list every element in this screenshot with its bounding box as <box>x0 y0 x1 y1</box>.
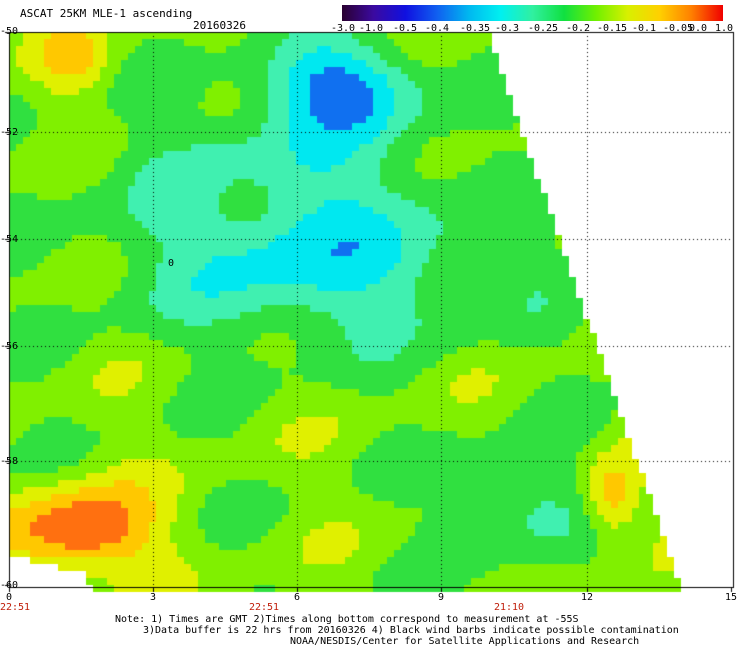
cbar-label: -0.15 <box>596 23 628 34</box>
cbar-label: -1.0 <box>358 23 384 34</box>
lat-label: -50 <box>0 26 19 37</box>
contamination-marker: 0 <box>168 258 175 269</box>
lon-label: 15 <box>724 592 738 603</box>
lat-label: -60 <box>0 580 19 591</box>
map-date: 20160326 <box>193 19 246 32</box>
lat-label: -54 <box>0 234 19 245</box>
lon-label: 6 <box>293 592 301 603</box>
cbar-label: -0.25 <box>527 23 559 34</box>
cbar-label: -3.0 <box>330 23 356 34</box>
color-scale-bar <box>342 5 723 21</box>
map-title: ASCAT 25KM MLE-1 ascending <box>20 7 193 20</box>
cbar-label: -0.5 <box>392 23 418 34</box>
cbar-label: -0.1 <box>631 23 657 34</box>
cbar-label: -0.05 <box>662 23 694 34</box>
lon-label: 3 <box>149 592 157 603</box>
cbar-label: 0.0 <box>688 23 708 34</box>
color-scale-labels: -3.0 -1.0 -0.5 -0.4 -0.35 -0.3 -0.25 -0.… <box>320 23 740 37</box>
cbar-label: -0.4 <box>424 23 450 34</box>
footnotes: Note: 1) Times are GMT 2)Times along bot… <box>115 614 679 647</box>
cbar-label: -0.3 <box>494 23 520 34</box>
note-line: 3)Data buffer is 22 hrs from 20160326 4)… <box>143 625 679 636</box>
lat-label: -52 <box>0 127 19 138</box>
time-label: 22:51 <box>248 602 280 613</box>
note-line: NOAA/NESDIS/Center for Satellite Applica… <box>290 636 640 647</box>
time-label: 22:51 <box>0 602 31 613</box>
cbar-label: 1.0 <box>714 23 734 34</box>
time-label: 21:10 <box>493 602 525 613</box>
lon-label: 9 <box>437 592 445 603</box>
cbar-label: -0.35 <box>459 23 491 34</box>
lon-label: 0 <box>5 592 13 603</box>
note-line: Note: 1) Times are GMT 2)Times along bot… <box>115 614 579 625</box>
lat-label: -58 <box>0 456 19 467</box>
lat-label: -56 <box>0 341 19 352</box>
lon-label: 12 <box>580 592 594 603</box>
cbar-label: -0.2 <box>565 23 591 34</box>
